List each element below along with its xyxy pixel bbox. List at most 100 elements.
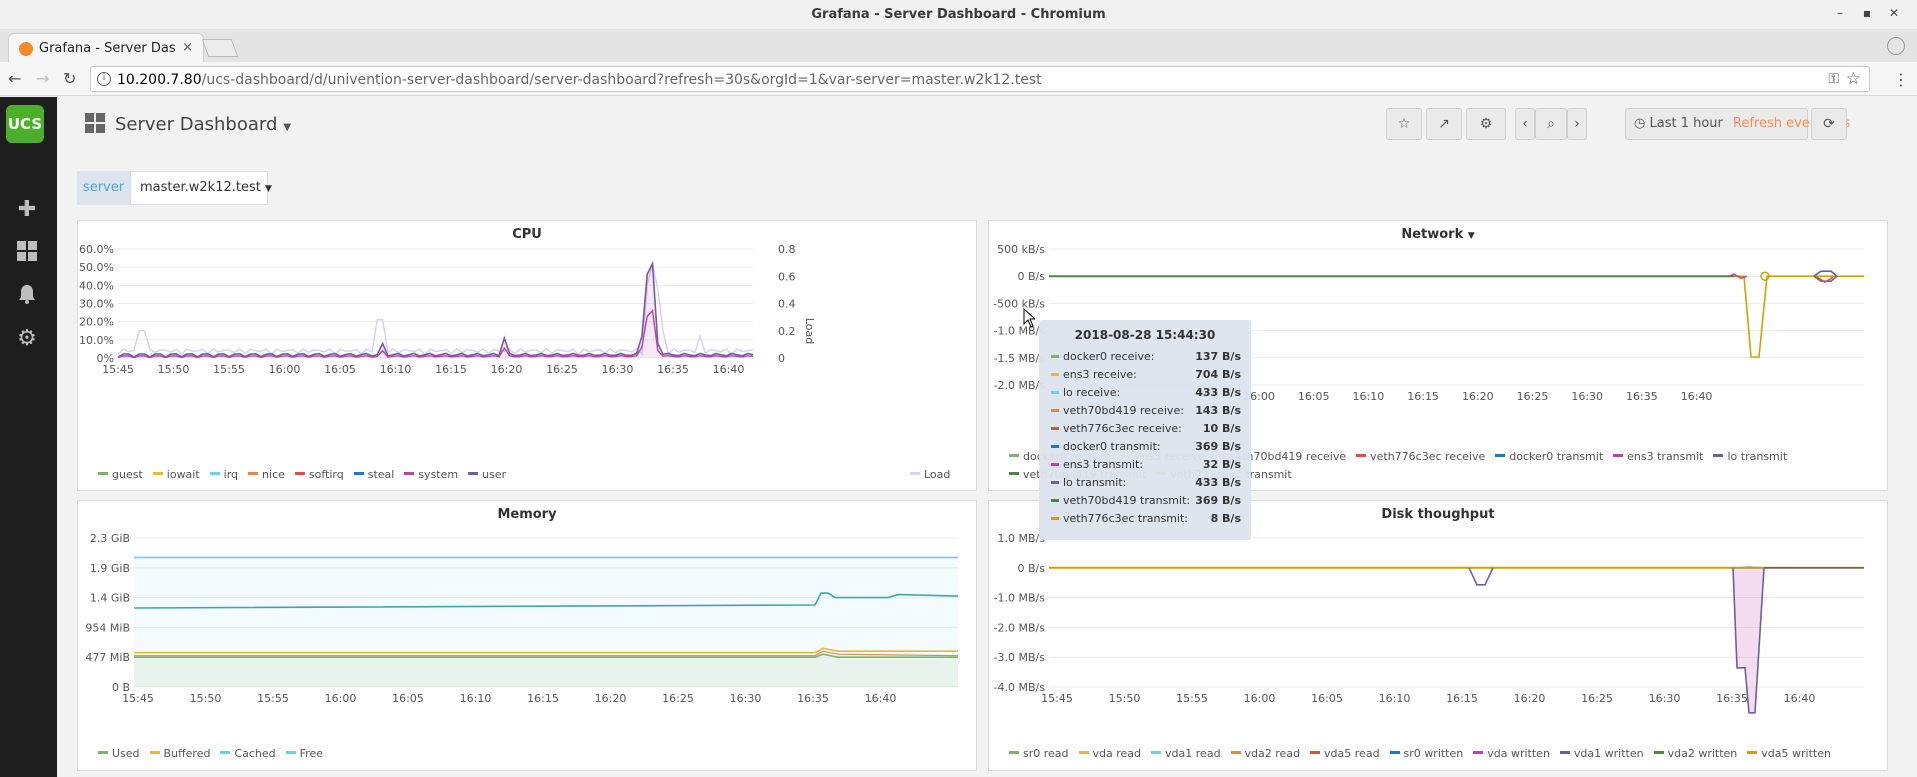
tooltip-row: lo receive: 433 B/s	[1039, 384, 1251, 402]
graph-tooltip: 2018-08-28 15:44:30 docker0 receive: 137 …	[1039, 320, 1251, 540]
disk-panel[interactable]: Disk thoughput 1.0 MB/s 0 B/s -1.0 MB/s -2.…	[988, 500, 1888, 771]
legend-swatch	[353, 472, 364, 475]
share-button[interactable]: ↗	[1426, 108, 1462, 140]
legend-item[interactable]: sr0 read	[1009, 747, 1069, 760]
legend-item[interactable]: vda written	[1473, 747, 1550, 760]
grafana-favicon-icon	[19, 42, 33, 56]
settings-button[interactable]: ⚙	[1466, 108, 1506, 140]
legend-swatch	[1653, 751, 1664, 754]
legend-item[interactable]: vda5 read	[1310, 747, 1380, 760]
back-icon[interactable]: ←	[8, 69, 22, 88]
mouse-cursor-icon	[1023, 308, 1035, 328]
legend-item[interactable]: Cached	[220, 747, 276, 760]
bookmark-star-icon[interactable]: ☆	[1845, 69, 1861, 89]
browser-menu-icon[interactable]: ⋮	[1893, 70, 1909, 89]
time-back-button[interactable]: ‹	[1515, 108, 1535, 140]
legend-swatch	[1151, 751, 1162, 754]
bell-icon[interactable]	[14, 283, 40, 309]
y-tick-label: -4.0 MB/s	[994, 681, 1046, 694]
panel-title[interactable]: Network ▼	[989, 227, 1887, 242]
legend-item[interactable]: Buffered	[149, 747, 210, 760]
legend-item[interactable]: system	[404, 468, 458, 481]
forward-icon[interactable]: →	[36, 69, 50, 88]
reload-icon[interactable]: ↻	[63, 69, 77, 88]
y-tick-label: 20.0%	[79, 316, 114, 329]
time-picker-button[interactable]: ◷ Last 1 hour Refresh every 30s	[1625, 108, 1850, 140]
zoom-out-button[interactable]: ⌕	[1535, 108, 1567, 140]
x-tick-label: 16:00	[1244, 692, 1276, 705]
legend-item[interactable]: Used	[98, 747, 140, 760]
legend-item[interactable]: docker0 transmit	[1495, 450, 1603, 463]
address-toolbar: ← → ↻ i 10.200.7.80/ucs-dashboard/d/univ…	[0, 62, 1917, 96]
legend-label: Load	[924, 468, 951, 481]
x-tick-label: 16:35	[1626, 390, 1658, 403]
tooltip-swatch	[1051, 373, 1059, 376]
y-tick-label: 0 B	[112, 681, 130, 694]
legend-label: vda5 written	[1761, 747, 1831, 760]
y-tick-label: -3.0 MB/s	[994, 651, 1046, 664]
x-tick-label: 16:05	[324, 363, 356, 376]
legend-item[interactable]: irq	[209, 468, 238, 481]
legend-item[interactable]: Free	[285, 747, 323, 760]
legend-item[interactable]: guest	[98, 468, 143, 481]
browser-tab[interactable]: Grafana - Server Das ×	[8, 33, 204, 62]
tooltip-row: ens3 receive: 704 B/s	[1039, 366, 1251, 384]
legend-item[interactable]: iowait	[152, 468, 200, 481]
tooltip-series-name: docker0 receive:	[1063, 350, 1155, 363]
url-input[interactable]: i 10.200.7.80/ucs-dashboard/d/univention…	[90, 66, 1870, 92]
tooltip-series-value: 433 B/s	[1195, 476, 1241, 489]
legend-item[interactable]: lo transmit	[1713, 450, 1787, 463]
legend-label: vda1 written	[1573, 747, 1644, 760]
legend-item-load[interactable]: Load	[910, 468, 950, 481]
tooltip-row: veth776c3ec transmit: 8 B/s	[1039, 510, 1251, 528]
cpu-graph[interactable]: 60.0% 50.0% 40.0% 30.0% 20.0% 10.0% 0%15:45 15:…	[78, 221, 978, 492]
site-info-icon[interactable]: i	[97, 72, 111, 86]
tooltip-series-name: veth776c3ec receive:	[1063, 422, 1182, 435]
legend-item[interactable]: veth776c3ec receive	[1356, 450, 1485, 463]
legend-item[interactable]: user	[468, 468, 506, 481]
star-dashboard-button[interactable]: ☆	[1386, 108, 1422, 140]
tooltip-series-name: ens3 transmit:	[1063, 458, 1144, 471]
plus-icon[interactable]: ✚	[17, 197, 37, 222]
gear-icon[interactable]: ⚙	[17, 326, 37, 351]
cpu-panel[interactable]: CPU 60.0% 50.0% 40.0% 30.0% 20.0% 10.0% 0% 15:4…	[77, 220, 977, 491]
legend-label: sr0 written	[1403, 747, 1464, 760]
legend-label: vda2 read	[1244, 747, 1301, 760]
legend-item[interactable]: vda2 read	[1230, 747, 1301, 760]
x-tick-label: 16:15	[1446, 692, 1478, 705]
page-title: Server Dashboard	[115, 114, 278, 135]
minimize-icon[interactable]: –	[1837, 6, 1843, 20]
legend-item[interactable]: vda1 written	[1559, 747, 1644, 760]
variable-select[interactable]: master.w2k12.test ▼	[130, 171, 272, 205]
legend-item[interactable]: nice	[248, 468, 285, 481]
legend-item[interactable]: ens3 transmit	[1613, 450, 1703, 463]
cached-series	[133, 592, 959, 609]
time-forward-button[interactable]: ›	[1567, 108, 1587, 140]
x-tick-label: 16:35	[797, 692, 829, 705]
ucs-logo[interactable]: UCS	[6, 105, 44, 143]
close-window-icon[interactable]: ✕	[1888, 6, 1899, 20]
dashboard-picker[interactable]: Server Dashboard ▼	[85, 113, 291, 135]
legend-item[interactable]: vda1 read	[1151, 747, 1221, 760]
memory-panel[interactable]: Memory 2.3 GiB 1.9 GiB 1.4 GiB 954 MiB 477 M…	[77, 500, 977, 771]
x-tick-label: 16:25	[546, 363, 578, 376]
legend-item[interactable]: sr0 written	[1389, 747, 1464, 760]
key-icon[interactable]: ⚿	[1828, 71, 1839, 87]
dashboards-icon[interactable]	[14, 240, 40, 266]
legend-label: user	[482, 468, 507, 481]
refresh-button[interactable]: ⟳	[1811, 108, 1847, 140]
tab-close-icon[interactable]: ×	[182, 40, 193, 55]
y-tick-label: 0%	[97, 352, 114, 365]
legend-item[interactable]: vda2 written	[1653, 747, 1737, 760]
buffered-series	[134, 647, 958, 654]
new-tab-button[interactable]	[201, 39, 239, 57]
profile-icon[interactable]	[1887, 37, 1905, 55]
legend-item[interactable]: vda5 written	[1747, 747, 1831, 760]
disk-graph[interactable]: 1.0 MB/s 0 B/s -1.0 MB/s -2.0 MB/s -3.0 MB/s…	[989, 501, 1889, 772]
legend-item[interactable]: softirq	[294, 468, 344, 481]
legend-label: veth70bd419 receive	[1228, 450, 1347, 463]
legend-item[interactable]: steal	[353, 468, 394, 481]
legend-item[interactable]: vda read	[1078, 747, 1141, 760]
maximize-icon[interactable]: ▪	[1862, 6, 1871, 20]
